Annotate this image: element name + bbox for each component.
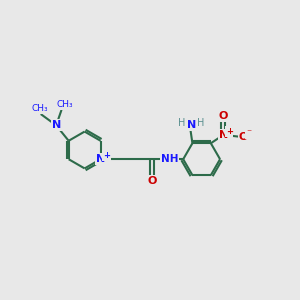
Text: CH₃: CH₃ (57, 100, 74, 109)
Text: ⁻: ⁻ (246, 128, 251, 138)
Text: O: O (238, 132, 248, 142)
Text: H: H (178, 118, 185, 128)
Text: +: + (103, 151, 110, 160)
Text: +: + (226, 127, 233, 136)
Text: N: N (52, 120, 61, 130)
Text: O: O (219, 111, 228, 121)
Text: N: N (187, 120, 196, 130)
Text: N: N (96, 154, 105, 164)
Text: NH: NH (161, 154, 178, 164)
Text: H: H (197, 118, 204, 128)
Text: O: O (148, 176, 157, 186)
Text: CH₃: CH₃ (31, 104, 48, 113)
Text: N: N (219, 130, 228, 140)
